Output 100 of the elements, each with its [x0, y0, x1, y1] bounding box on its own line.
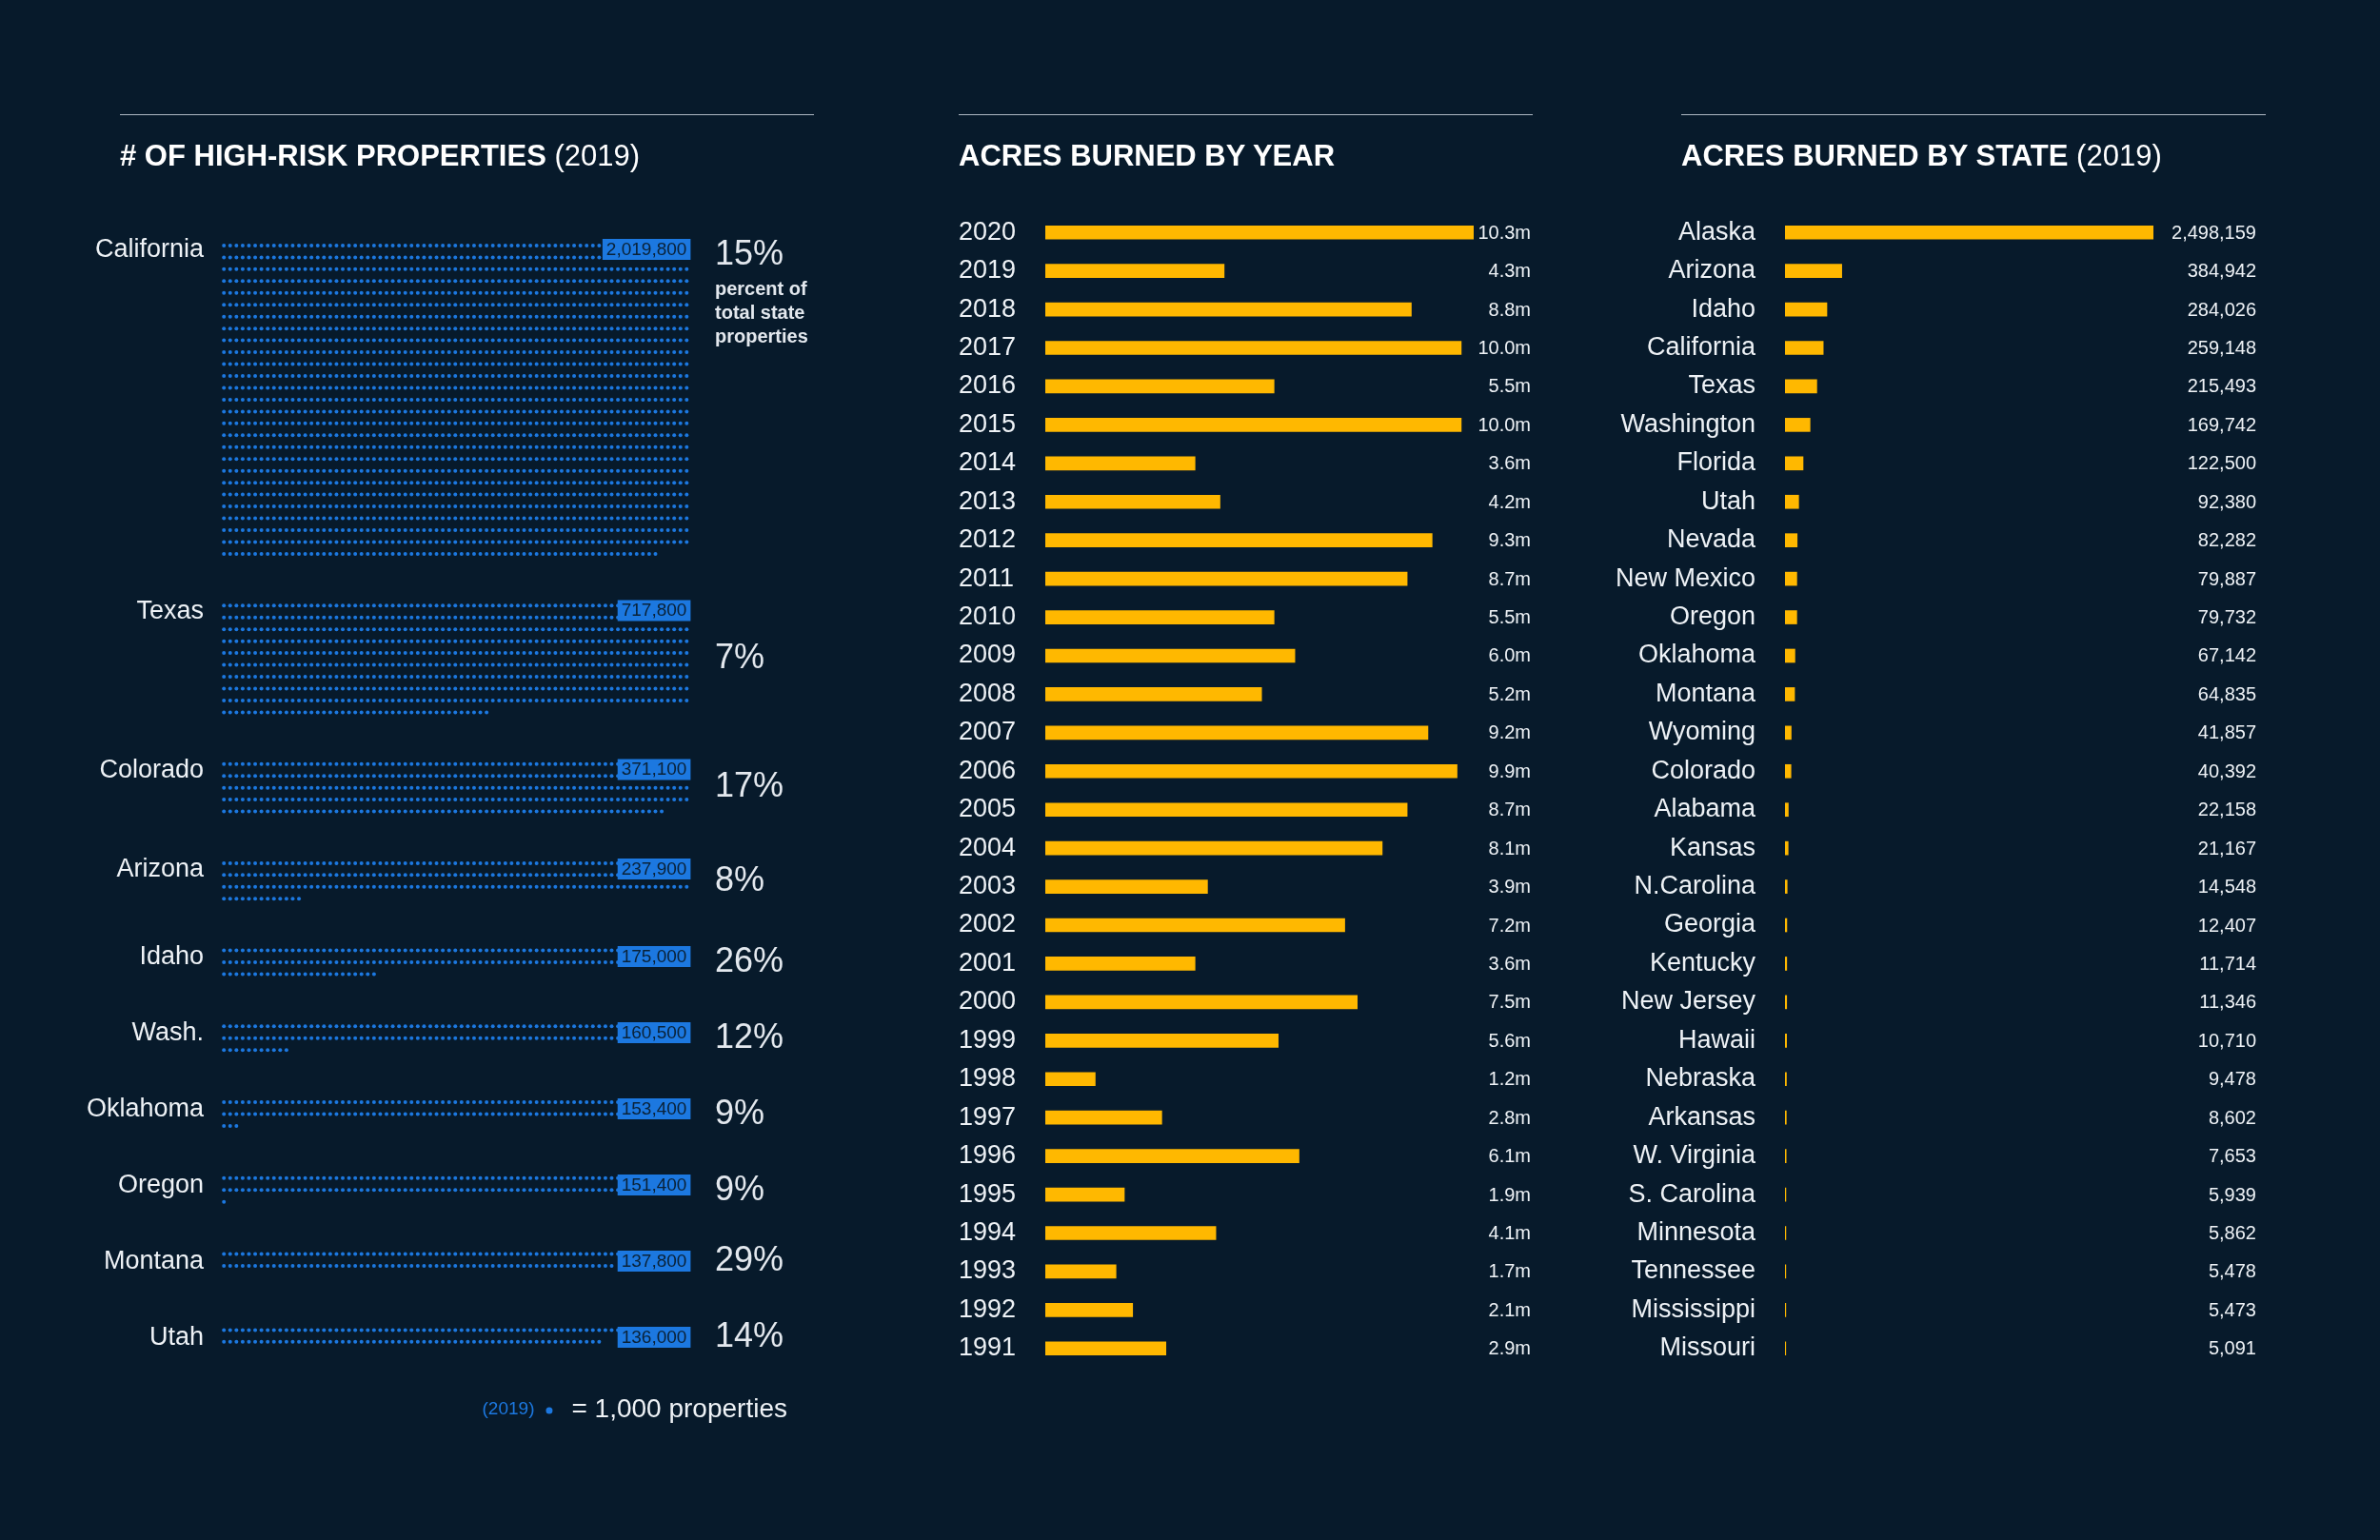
data-label: 10.3m — [1478, 221, 1531, 243]
y-tick-label: Nebraska — [1645, 1063, 1756, 1093]
data-label: 215,493 — [2187, 375, 2256, 397]
category-label: Utah — [149, 1322, 204, 1352]
y-tick-label: 2004 — [959, 832, 1017, 861]
data-label: 1.9m — [1488, 1183, 1531, 1205]
y-tick-label: 2013 — [959, 485, 1017, 515]
data-label: 92,380 — [2197, 490, 2256, 512]
category-label: Oregon — [117, 1170, 204, 1199]
y-tick-label: 2012 — [959, 524, 1017, 554]
y-tick-label: Washington — [1620, 408, 1755, 438]
data-label: 237,900 — [621, 858, 687, 879]
data-label: 8.7m — [1488, 567, 1531, 589]
data-label: 82,282 — [2197, 529, 2256, 551]
y-tick-label: Colorado — [1651, 755, 1755, 784]
y-tick-label: 1997 — [959, 1101, 1017, 1131]
y-tick-label: Oregon — [1669, 602, 1755, 630]
data-label: 10,710 — [2197, 1029, 2256, 1051]
data-label: 5,939 — [2208, 1183, 2256, 1205]
data-label: 8,602 — [2208, 1106, 2256, 1128]
data-label: 151,400 — [621, 1174, 687, 1194]
data-label: 7.2m — [1488, 914, 1531, 936]
data-label: 4.1m — [1488, 1222, 1531, 1243]
y-tick-label: 2020 — [959, 216, 1017, 246]
data-label: 122,500 — [2187, 452, 2256, 474]
y-tick-label: 1999 — [959, 1024, 1017, 1054]
y-tick-label: Hawaii — [1677, 1024, 1755, 1054]
y-tick-label: 2016 — [959, 370, 1017, 400]
y-tick-label: 1995 — [959, 1178, 1017, 1208]
data-label: 2.8m — [1488, 1106, 1531, 1128]
y-tick-label: 2007 — [959, 717, 1017, 746]
data-label: 22,158 — [2197, 799, 2256, 820]
y-tick-label: Arizona — [1668, 255, 1756, 285]
data-label: 5.2m — [1488, 682, 1531, 704]
data-label: 10.0m — [1478, 337, 1531, 359]
data-label: 8.8m — [1488, 298, 1531, 320]
data-label: 9.2m — [1488, 721, 1531, 743]
data-label: 3.6m — [1488, 452, 1531, 474]
data-label: 10.0m — [1478, 413, 1531, 435]
y-tick-label: Arkansas — [1648, 1101, 1755, 1131]
text: = 1,000 properties — [571, 1392, 787, 1423]
y-tick-label: Oklahoma — [1637, 640, 1756, 669]
data-label: 4.3m — [1488, 260, 1531, 282]
data-label: 12,407 — [2197, 914, 2256, 936]
data-label: 26% — [715, 940, 784, 980]
data-label: 12% — [715, 1017, 784, 1056]
category-label: Texas — [136, 595, 204, 624]
y-tick-label: W. Virginia — [1633, 1140, 1756, 1170]
y-tick-label: Alaska — [1677, 216, 1756, 246]
data-label: 2,498,159 — [2172, 221, 2256, 243]
data-label: 284,026 — [2187, 298, 2256, 320]
data-label: 175,000 — [621, 945, 687, 966]
y-tick-label: 1996 — [959, 1140, 1017, 1170]
data-label: 8.1m — [1488, 837, 1531, 859]
legend-label: percent of total state properties — [715, 277, 808, 346]
data-label: 3.9m — [1488, 876, 1531, 898]
data-label: 371,100 — [621, 759, 687, 780]
y-tick-label: 2005 — [959, 794, 1017, 823]
data-label: 136,000 — [621, 1326, 687, 1347]
y-tick-label: Alabama — [1654, 794, 1756, 823]
data-label: 160,500 — [621, 1021, 687, 1042]
text: # OF HIGH-RISK PROPERTIES (2019) — [120, 139, 641, 172]
data-label: 1.7m — [1488, 1260, 1531, 1282]
data-label: 7,653 — [2208, 1145, 2256, 1167]
data-label: 29% — [715, 1239, 784, 1279]
data-label: 5,478 — [2208, 1260, 2256, 1282]
y-tick-label: New Jersey — [1620, 986, 1756, 1016]
data-label: 259,148 — [2187, 337, 2256, 359]
data-label: 169,742 — [2187, 413, 2256, 435]
data-label: 5.5m — [1488, 606, 1531, 628]
y-tick-label: 2009 — [959, 640, 1017, 669]
data-label: 9.9m — [1488, 760, 1531, 781]
y-tick-label: Kentucky — [1649, 947, 1756, 977]
data-label: 9,478 — [2208, 1068, 2256, 1090]
y-tick-label: Nevada — [1666, 524, 1756, 554]
y-tick-label: Missouri — [1659, 1333, 1755, 1362]
data-label: 3.6m — [1488, 952, 1531, 974]
data-label: 11,346 — [2199, 991, 2256, 1013]
data-label: 2,019,800 — [605, 238, 687, 259]
data-label: 2.1m — [1488, 1298, 1531, 1320]
chart-title: ACRES BURNED BY STATE (2019) — [1681, 139, 2162, 172]
data-label: 2.9m — [1488, 1337, 1531, 1359]
data-label: 40,392 — [2197, 760, 2256, 781]
y-tick-label: 1992 — [959, 1293, 1017, 1323]
data-label: 8% — [715, 859, 765, 898]
data-label: 79,887 — [2197, 567, 2256, 589]
data-label: 67,142 — [2197, 644, 2256, 666]
data-label: 5.6m — [1488, 1029, 1531, 1051]
y-tick-label: 2006 — [959, 755, 1017, 784]
data-label: 15% — [715, 232, 784, 272]
y-tick-label: Utah — [1700, 485, 1755, 515]
y-tick-label: New Mexico — [1615, 563, 1755, 592]
data-label: 8.7m — [1488, 799, 1531, 820]
y-tick-label: 2015 — [959, 408, 1017, 438]
data-label: 717,800 — [621, 600, 687, 621]
y-tick-label: Montana — [1655, 678, 1756, 707]
category-label: Montana — [103, 1246, 205, 1275]
data-label: 64,835 — [2197, 682, 2256, 704]
data-label: 14% — [715, 1315, 784, 1355]
y-tick-label: Florida — [1676, 447, 1756, 477]
